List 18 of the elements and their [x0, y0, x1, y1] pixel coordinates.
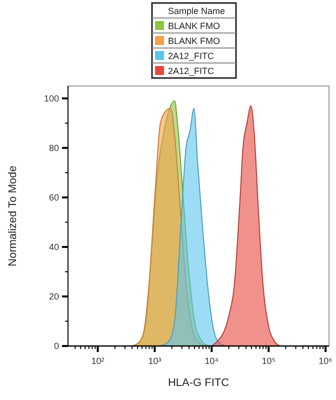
x-tick-label: 10⁵: [262, 356, 276, 366]
x-axis-title: HLA-G FITC: [168, 377, 230, 389]
legend-label: 2A12_FITC: [168, 66, 215, 76]
y-tick-label: 0: [54, 341, 59, 351]
legend-label: 2A12_FITC: [168, 51, 215, 61]
y-tick-label: 20: [48, 291, 59, 302]
y-tick-label: 100: [44, 93, 59, 104]
y-tick-label: 80: [48, 142, 59, 153]
legend-label: BLANK FMO: [168, 21, 220, 31]
y-tick-label: 40: [48, 242, 59, 252]
x-tick-label: 10²: [91, 356, 104, 366]
y-axis-title: Normalized To Mode: [7, 166, 19, 266]
legend-label: BLANK FMO: [168, 36, 220, 46]
x-tick-label: 10⁴: [204, 356, 219, 366]
legend-title: Sample Name: [168, 6, 226, 16]
x-tick-label: 10³: [148, 356, 162, 366]
x-tick-label: 10⁶: [318, 356, 333, 366]
y-tick-label: 60: [48, 192, 59, 202]
